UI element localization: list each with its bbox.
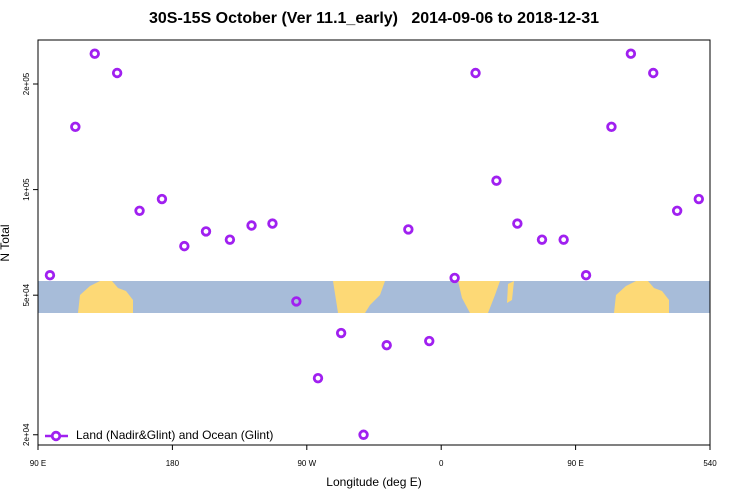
- land: [614, 281, 669, 313]
- land: [78, 281, 133, 313]
- land: [458, 281, 500, 313]
- y-axis-label: N Total: [0, 224, 12, 261]
- point: [512, 218, 523, 229]
- point: [580, 270, 592, 281]
- legend-marker: [50, 430, 62, 442]
- point: [156, 193, 168, 205]
- point: [358, 429, 369, 440]
- y-tick-label: 2e+04: [22, 423, 31, 446]
- point: [671, 205, 683, 217]
- point: [312, 372, 324, 384]
- point: [470, 67, 481, 79]
- point: [89, 48, 100, 59]
- point: [693, 193, 704, 205]
- land: [507, 281, 514, 303]
- point: [536, 234, 548, 245]
- point: [44, 270, 56, 281]
- x-tick-label: 180: [166, 459, 180, 468]
- point: [224, 234, 236, 245]
- point: [134, 205, 145, 217]
- x-tick-label: 0: [439, 459, 444, 468]
- point: [403, 224, 414, 235]
- point: [558, 234, 569, 245]
- point: [70, 121, 81, 133]
- y-tick-label: 1e+05: [22, 178, 31, 201]
- point: [491, 175, 502, 186]
- point: [111, 67, 123, 79]
- land: [333, 281, 385, 313]
- point: [246, 220, 257, 231]
- point: [267, 218, 278, 229]
- point: [291, 296, 302, 307]
- point: [449, 272, 460, 284]
- legend-label: Land (Nadir&Glint) and Ocean (Glint): [76, 428, 273, 442]
- point: [200, 226, 212, 237]
- x-tick-label: 90 W: [297, 459, 316, 468]
- plot-frame: [37, 39, 711, 446]
- y-tick-label: 2e+05: [22, 72, 31, 95]
- map-strip: [38, 281, 710, 313]
- point: [648, 67, 659, 79]
- point: [335, 327, 347, 339]
- x-axis-label: Longitude (deg E): [326, 475, 421, 489]
- chart-title: 30S-15S October (Ver 11.1_early) 2014-09…: [149, 10, 599, 27]
- point: [381, 340, 392, 351]
- x-tick-label: 540: [703, 459, 717, 468]
- point: [179, 240, 190, 252]
- point: [625, 48, 637, 59]
- y-tick-label: 5e+04: [22, 283, 31, 306]
- point: [606, 121, 617, 133]
- x-tick-label: 90 E: [567, 459, 583, 468]
- x-tick-label: 90 E: [30, 459, 46, 468]
- point: [424, 335, 435, 347]
